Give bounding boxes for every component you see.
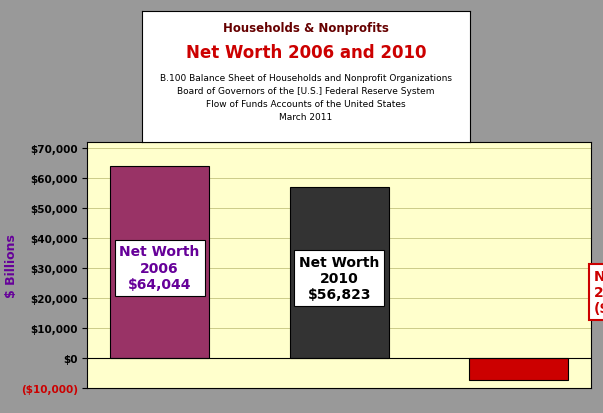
Text: Net Worth 2006 and 2010: Net Worth 2006 and 2010 xyxy=(186,44,426,62)
Bar xyxy=(290,188,388,358)
Bar xyxy=(110,166,209,358)
Text: B.100 Balance Sheet of Households and Nonprofit Organizations
Board of Governors: B.100 Balance Sheet of Households and No… xyxy=(160,74,452,122)
Text: Net Change
2006-2010,
($7,221): Net Change 2006-2010, ($7,221) xyxy=(594,269,603,316)
Text: Households & Nonprofits: Households & Nonprofits xyxy=(223,21,389,34)
Text: Net Worth
2006
$64,044: Net Worth 2006 $64,044 xyxy=(119,245,200,291)
Bar xyxy=(469,358,568,380)
Y-axis label: $ Billions: $ Billions xyxy=(5,233,18,297)
Text: Net Worth
2010
$56,823: Net Worth 2010 $56,823 xyxy=(299,255,379,301)
